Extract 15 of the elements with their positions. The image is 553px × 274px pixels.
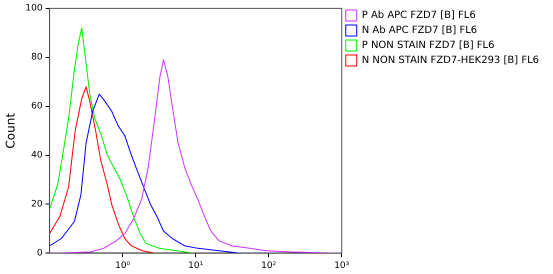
x-tick-label: 10³ [334,260,350,271]
legend-label: N NON STAIN FZD7-HEK293 [B] FL6 [362,55,540,66]
y-tick-label: 20 [31,200,43,210]
x-tick-label: 10⁰ [115,260,131,271]
x-tick-label: 10¹ [188,260,204,271]
legend-label: P Ab APC FZD7 [B] FL6 [362,10,476,22]
x-tick-label: 10² [261,260,277,271]
y-tick-label: 40 [31,150,43,161]
y-axis-title: Count [3,112,18,149]
legend-label: N Ab APC FZD7 [B] FL6 [362,25,478,36]
legend-label: P NON STAIN FZD7 [B] FL6 [362,40,494,52]
y-tick-label: 80 [31,52,43,63]
y-tick-label: 60 [31,102,43,112]
y-tick-label: 100 [25,4,43,14]
y-tick-label: 0 [36,248,43,259]
